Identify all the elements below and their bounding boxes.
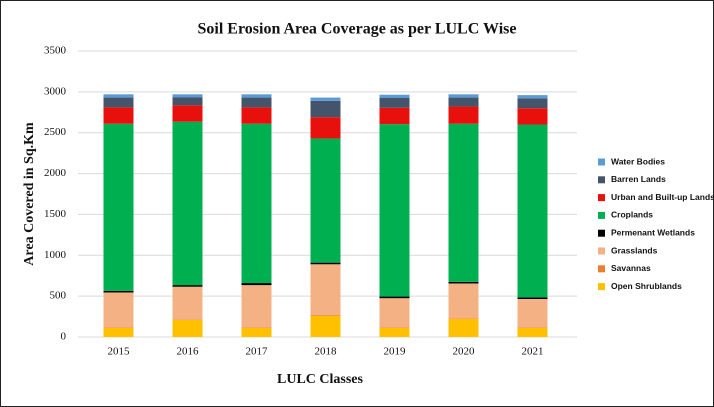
x-tick-label: 2019 xyxy=(384,346,407,358)
bar-segment xyxy=(379,298,410,328)
y-tick-label: 2500 xyxy=(44,126,67,138)
bar-segment xyxy=(103,107,134,124)
bar-segment xyxy=(310,264,341,315)
bar-segment xyxy=(103,328,134,337)
y-tick-label: 500 xyxy=(50,290,67,302)
legend-label: Urban and Built-up Lands xyxy=(611,192,714,202)
bar-segment xyxy=(103,94,134,98)
legend-label: Water Bodies xyxy=(611,156,665,166)
y-tick-label: 3500 xyxy=(44,45,67,57)
y-tick-label: 0 xyxy=(61,331,67,343)
bar-segment xyxy=(448,106,479,124)
bar-segment xyxy=(172,97,203,106)
x-tick-label: 2017 xyxy=(246,346,269,358)
legend-label: Grasslands xyxy=(611,245,658,255)
bar-segment xyxy=(172,94,203,98)
legend-label: Open Shrublands xyxy=(611,281,682,291)
bar-segment xyxy=(241,94,272,98)
legend-swatch xyxy=(598,211,605,219)
chart-title: Soil Erosion Area Coverage as per LULC W… xyxy=(198,21,517,38)
bar-segment xyxy=(379,124,410,297)
bar-segment xyxy=(103,290,134,293)
legend-swatch xyxy=(598,176,605,184)
legend-label: Permenant Wetlands xyxy=(611,227,695,237)
bar-segment xyxy=(172,285,203,287)
y-tick-label: 3000 xyxy=(44,85,67,97)
bar-segment xyxy=(172,105,203,122)
bar-segment xyxy=(241,283,272,286)
legend-label: Croplands xyxy=(611,210,653,220)
bar-segment xyxy=(517,124,548,298)
y-axis-label: Area Covered in Sq.Km xyxy=(22,122,37,266)
bar-segment xyxy=(172,319,203,337)
legend-swatch xyxy=(598,265,605,273)
bar-segment xyxy=(517,108,548,125)
x-axis-label: LULC Classes xyxy=(277,372,364,387)
bar-segment xyxy=(379,328,410,337)
legend-swatch xyxy=(598,229,605,237)
x-tick-label: 2016 xyxy=(177,346,200,358)
bar-segment xyxy=(241,285,272,328)
bar-segment xyxy=(448,94,479,98)
bar-segment xyxy=(517,299,548,328)
bar-segment xyxy=(517,297,548,300)
legend-label: Barren Lands xyxy=(611,174,666,184)
bar-segment xyxy=(448,319,479,337)
bar-segment xyxy=(310,117,341,139)
bar-segment xyxy=(379,296,410,299)
bar-segment xyxy=(310,315,341,337)
bar-segment xyxy=(310,262,341,265)
bar-segment xyxy=(172,121,203,286)
legend-swatch xyxy=(598,283,605,291)
x-tick-label: 2018 xyxy=(315,346,338,358)
y-tick-label: 2000 xyxy=(44,167,67,179)
x-tick-label: 2020 xyxy=(453,346,476,358)
bar-segment xyxy=(448,123,479,282)
bar-segment xyxy=(310,100,341,118)
bar-segment xyxy=(172,286,203,320)
x-tick-label: 2015 xyxy=(108,346,131,358)
bar-segment xyxy=(310,314,341,316)
bar-segment xyxy=(241,97,272,108)
bar-segment xyxy=(379,107,410,125)
legend-swatch xyxy=(598,247,605,255)
bar-segment xyxy=(517,95,548,99)
bar-segment xyxy=(241,328,272,337)
bar-segment xyxy=(310,138,341,263)
x-tick-label: 2021 xyxy=(522,346,544,358)
legend-label: Savannas xyxy=(611,263,651,273)
bar-segment xyxy=(448,283,479,319)
legend-swatch xyxy=(598,194,605,202)
bar-segment xyxy=(310,97,341,101)
bar-segment xyxy=(103,123,134,291)
bar-segment xyxy=(517,98,548,109)
bar-segment xyxy=(241,107,272,124)
bar-segment xyxy=(241,123,272,284)
bar-segment xyxy=(448,281,479,284)
bar-segment xyxy=(103,97,134,108)
bar-segment xyxy=(379,94,410,98)
bar-segment xyxy=(379,97,410,108)
bar-segment xyxy=(103,292,134,328)
legend-swatch xyxy=(598,158,605,166)
bar-segment xyxy=(448,97,479,107)
y-tick-label: 1000 xyxy=(44,249,67,261)
y-tick-label: 1500 xyxy=(44,208,67,220)
bar-segment xyxy=(517,328,548,337)
